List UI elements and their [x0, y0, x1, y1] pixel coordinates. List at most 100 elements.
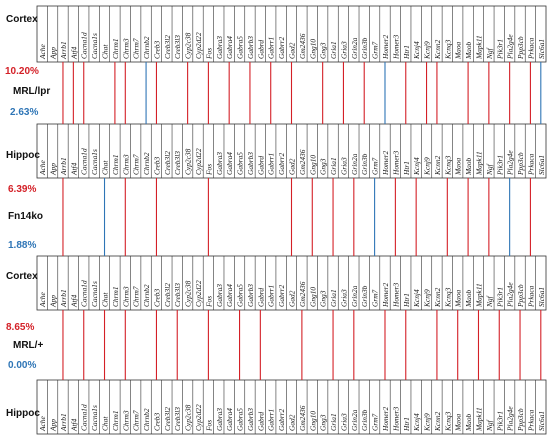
gene-label-prkaca: Prkaca [526, 153, 535, 176]
gene-label-chat: Chat [101, 292, 110, 307]
gene-label-chrm3: Chrm3 [121, 38, 130, 59]
gene-label-gng10: Gng10 [308, 39, 317, 59]
gene-label-gria3: Gria3 [339, 41, 348, 59]
gene-label-ngf: Ngf [485, 47, 494, 60]
gene-label-ppp3cb: Ppp3cb [516, 284, 525, 308]
gene-label-gabrr1: Gabrr1 [267, 409, 276, 431]
panel3-bottom-region-label: Hippoc [6, 408, 40, 419]
gene-label-gabrr2: Gabrr2 [277, 409, 286, 431]
gene-label-mapk11: Mapk11 [474, 35, 483, 60]
gene-label-gria1: Gria1 [329, 157, 338, 175]
gene-label-gabrr2: Gabrr2 [277, 285, 286, 307]
gene-label-chat: Chat [101, 44, 110, 59]
panel1-model-label: MRL/lpr [13, 86, 51, 97]
gene-label-chrm3: Chrm3 [121, 286, 130, 307]
gene-label-cyp2c38: Cyp2c38 [184, 32, 193, 59]
gene-label-ache: Ache [38, 416, 47, 432]
gene-label-gria3: Gria3 [339, 157, 348, 175]
gene-label-ngf: Ngf [485, 163, 494, 176]
gene-label-ppp3cb: Ppp3cb [516, 152, 525, 176]
gene-label-kcnn2: Kcnn2 [433, 155, 442, 176]
gene-label-maob: Maob [464, 413, 473, 432]
gene-label-gabra3: Gabra3 [215, 152, 224, 175]
gene-label-gabrb3: Gabrb3 [246, 284, 255, 307]
gene-label-gabra3: Gabra3 [215, 284, 224, 307]
panel1-up-percent: 10.20% [5, 66, 39, 77]
gene-label-gng3: Gng3 [319, 290, 328, 307]
gene-label-grin2a: Grin2a [350, 37, 359, 59]
gene-label-gng3: Gng3 [319, 42, 328, 59]
gene-label-creb3l2: Creb3l2 [163, 283, 172, 307]
gene-label-cyp2d22: Cyp2d22 [194, 148, 203, 175]
gene-label-kcnq3: Kcnq3 [443, 287, 452, 308]
gene-label-maob: Maob [464, 289, 473, 308]
gene-label-pla2g4e: Pla2g4e [506, 406, 515, 432]
gene-label-slc6a1: Slc6a1 [537, 39, 546, 59]
gene-label-creb3: Creb3 [152, 40, 161, 59]
gene-label-creb3l3: Creb3l3 [173, 283, 182, 307]
gene-label-gng3: Gng3 [319, 158, 328, 175]
gene-label-gm2436: Gm2436 [298, 149, 307, 175]
gene-label-cacna1d: Cacna1d [80, 404, 89, 431]
gene-label-gm2436: Gm2436 [298, 281, 307, 307]
gene-label-chrm7: Chrm7 [132, 410, 141, 431]
gene-label-cyp2d22: Cyp2d22 [194, 280, 203, 307]
gene-label-ache: Ache [38, 160, 47, 176]
gene-label-gria3: Gria3 [339, 289, 348, 307]
gene-label-ppp3cb: Ppp3cb [516, 408, 525, 432]
gene-label-fos: Fos [204, 420, 213, 432]
gene-label-homer3: Homer3 [391, 150, 400, 176]
gene-label-cyp2c38: Cyp2c38 [184, 280, 193, 307]
gene-label-gabra4: Gabra4 [225, 152, 234, 175]
gene-label-homer2: Homer2 [381, 406, 390, 432]
gene-label-kcnj4: Kcnj4 [412, 289, 421, 308]
gene-label-gabra5: Gabra5 [236, 36, 245, 59]
gene-label-gabra5: Gabra5 [236, 408, 245, 431]
gene-label-cacna1s: Cacna1s [90, 405, 99, 431]
gene-label-gm2436: Gm2436 [298, 33, 307, 59]
gene-label-mapk11: Mapk11 [474, 151, 483, 176]
gene-label-atf4: Atf4 [69, 418, 78, 432]
gene-label-kcnn2: Kcnn2 [433, 287, 442, 308]
gene-label-grin3b: Grin3b [360, 153, 369, 175]
gene-label-gabrd: Gabrd [256, 288, 265, 307]
gene-label-ngf: Ngf [485, 295, 494, 308]
gene-label-kcnj4: Kcnj4 [412, 157, 421, 176]
panel1-down-percent: 2.63% [10, 107, 39, 118]
gene-label-app: App [49, 47, 58, 60]
gene-label-chat: Chat [101, 160, 110, 175]
gene-label-slc6a1: Slc6a1 [537, 287, 546, 307]
gene-label-kcnj4: Kcnj4 [412, 413, 421, 432]
gene-label-creb3l2: Creb3l2 [163, 407, 172, 431]
gene-label-htr1: Htr1 [402, 417, 411, 432]
gene-label-homer2: Homer2 [381, 150, 390, 176]
panel2-down-percent: 1.88% [8, 240, 37, 251]
gene-row-1-frame [36, 5, 547, 63]
gene-label-atf4: Atf4 [69, 46, 78, 60]
gene-label-gabrr1: Gabrr1 [267, 285, 276, 307]
gene-label-gad2: Gad2 [288, 158, 297, 175]
gene-label-gabrr1: Gabrr1 [267, 37, 276, 59]
gene-label-atf4: Atf4 [69, 162, 78, 176]
gene-label-mapk11: Mapk11 [474, 283, 483, 308]
gene-label-creb3l3: Creb3l3 [173, 407, 182, 431]
gene-label-maoa: Maoa [454, 41, 463, 60]
gene-label-gabra5: Gabra5 [236, 152, 245, 175]
gene-label-arrb1: Arrb1 [59, 413, 68, 432]
gene-label-grm7: Grm7 [371, 157, 380, 175]
gene-label-homer3: Homer3 [391, 34, 400, 60]
panel3-up-percent: 8.65% [6, 322, 35, 333]
gene-label-kcnj9: Kcnj9 [423, 157, 432, 176]
gene-label-gng10: Gng10 [308, 411, 317, 431]
gene-label-cacna1s: Cacna1s [90, 149, 99, 175]
panel2-bottom-region-label: Cortex [6, 271, 38, 282]
gene-label-gria1: Gria1 [329, 289, 338, 307]
gene-label-cacna1s: Cacna1s [90, 33, 99, 59]
gene-label-chrnb2: Chrnb2 [142, 284, 151, 307]
gene-label-grin3b: Grin3b [360, 37, 369, 59]
gene-label-ngf: Ngf [485, 419, 494, 432]
gene-label-maob: Maob [464, 157, 473, 176]
gene-label-gria1: Gria1 [329, 41, 338, 59]
gene-label-gad2: Gad2 [288, 414, 297, 431]
gene-label-chrm1: Chrm1 [111, 410, 120, 431]
